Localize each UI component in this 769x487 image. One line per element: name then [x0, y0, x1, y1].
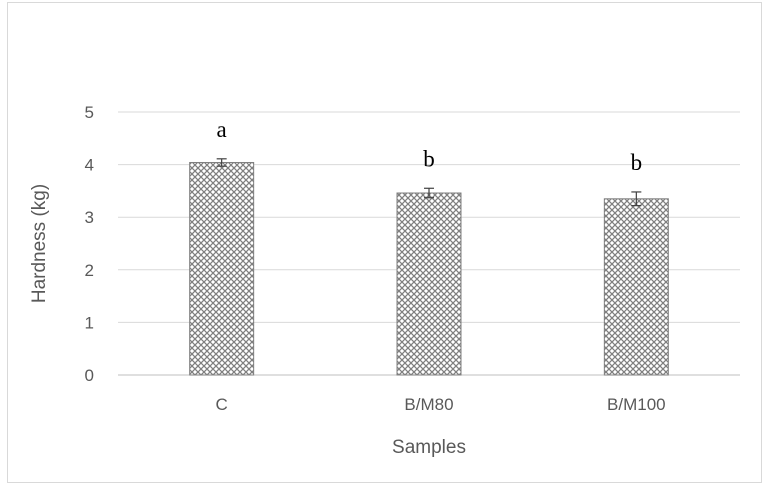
y-tick-label: 1 — [85, 313, 94, 332]
x-tick-label: B/M100 — [607, 395, 666, 414]
x-tick-label: C — [216, 395, 228, 414]
significance-letter: b — [423, 146, 435, 171]
x-axis-title: Samples — [392, 437, 466, 458]
y-axis-title: Hardness (kg) — [29, 184, 50, 303]
x-tick-label: B/M80 — [404, 395, 453, 414]
y-tick-label: 4 — [85, 156, 94, 175]
bar — [189, 161, 255, 376]
significance-letter: b — [631, 150, 643, 175]
y-tick-label: 0 — [85, 366, 94, 385]
significance-letter: a — [217, 117, 227, 142]
bar — [396, 192, 462, 376]
bar — [603, 198, 669, 376]
y-tick-label: 3 — [85, 208, 94, 227]
y-tick-label: 5 — [85, 103, 94, 122]
y-tick-label: 2 — [85, 261, 94, 280]
